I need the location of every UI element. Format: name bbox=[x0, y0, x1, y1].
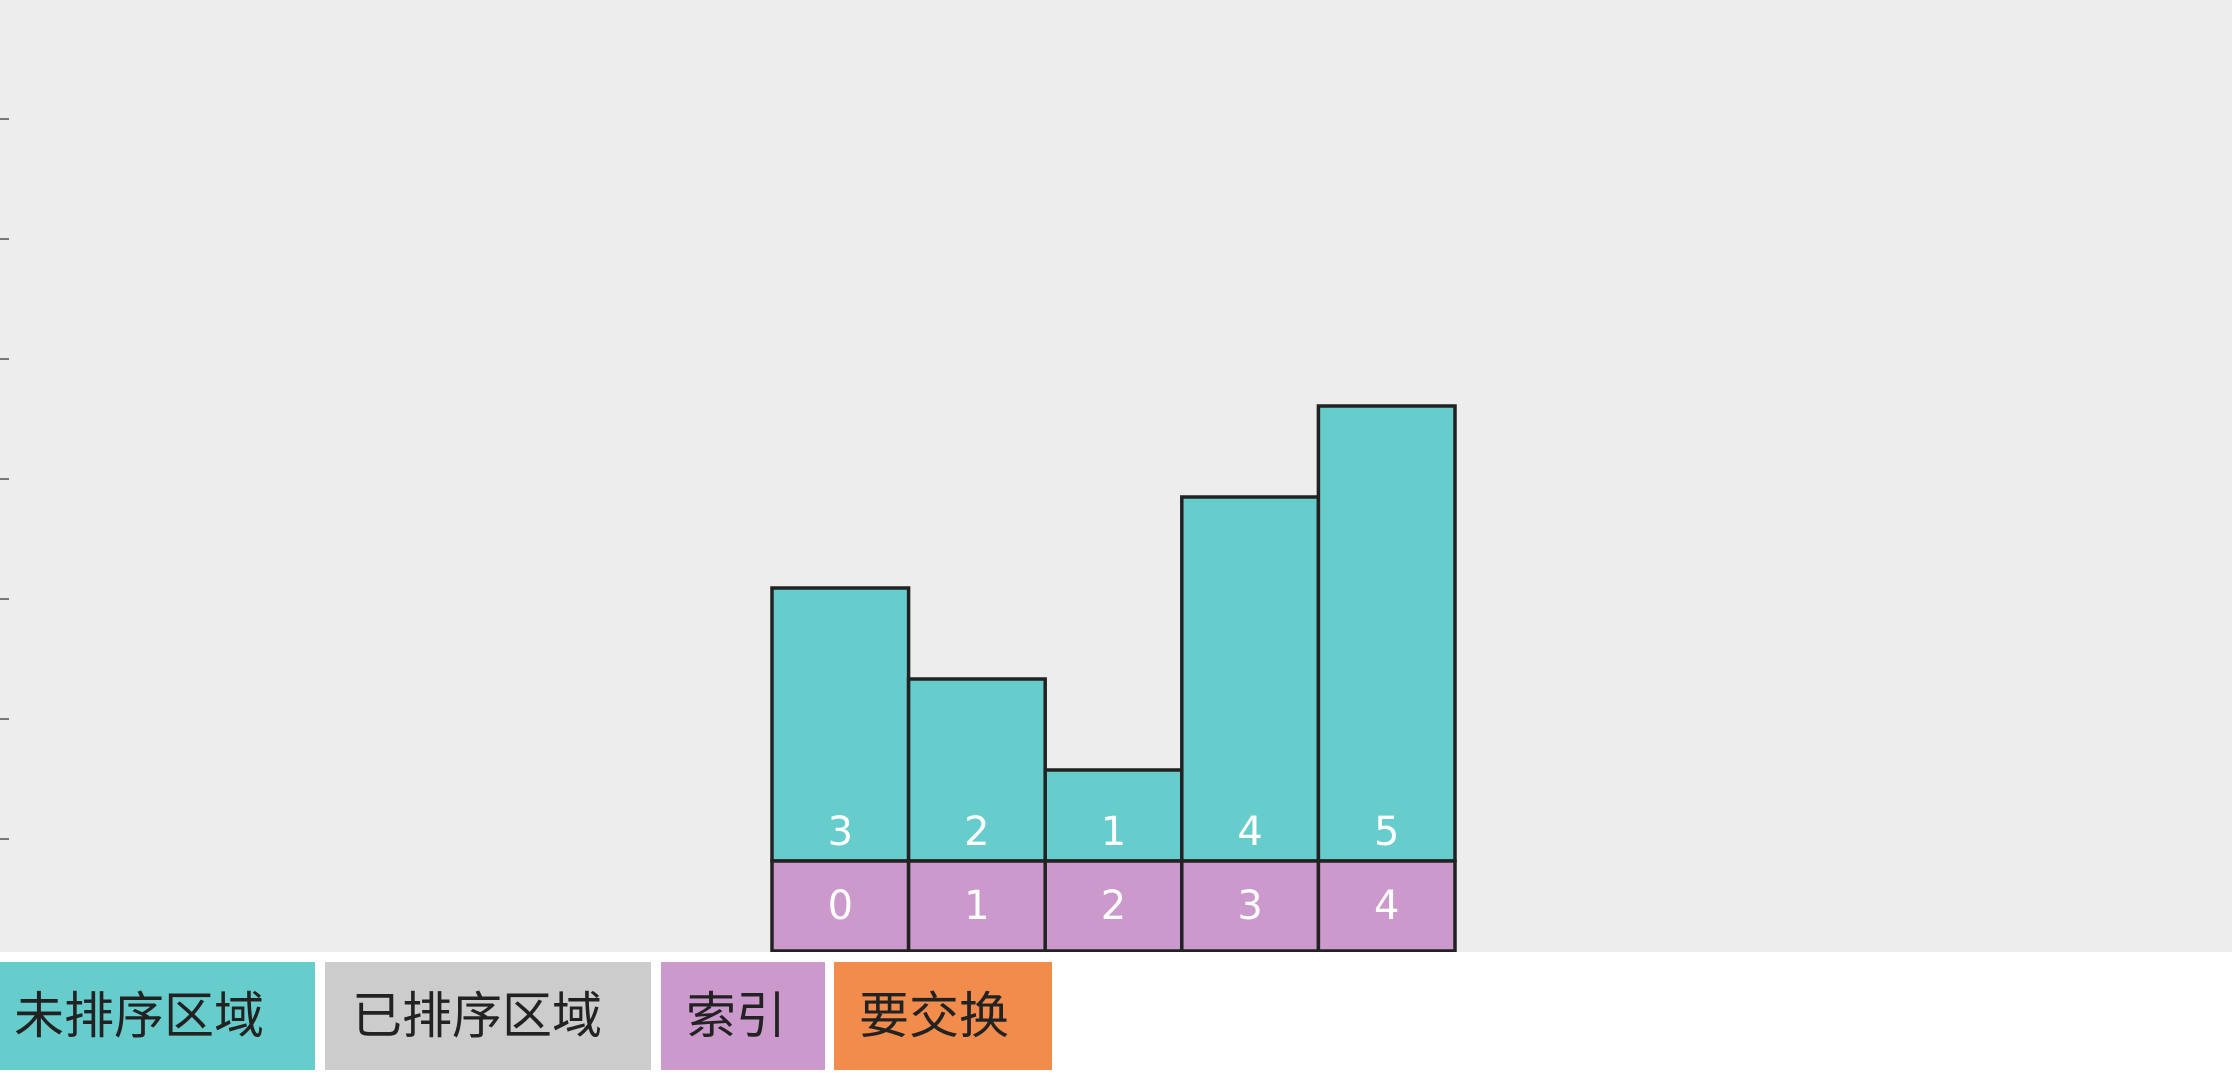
tick-mark bbox=[0, 238, 9, 240]
legend-sorted-region: 已排序区域 bbox=[325, 962, 651, 1070]
array-bar-chart: 3 0 2 1 1 2 4 3 5 4 bbox=[770, 404, 1457, 952]
legend-unsorted-region: 未排序区域 bbox=[0, 962, 315, 1070]
tick-mark bbox=[0, 718, 9, 720]
tick-mark bbox=[0, 838, 9, 840]
bar-value-label: 1 bbox=[1101, 809, 1126, 855]
bar-value-label: 4 bbox=[1237, 809, 1262, 855]
tick-mark bbox=[0, 118, 9, 120]
index-label: 2 bbox=[1101, 883, 1126, 929]
index-cell bbox=[1316, 859, 1457, 952]
bar bbox=[1180, 495, 1321, 863]
tick-mark bbox=[0, 358, 9, 360]
index-label: 0 bbox=[828, 883, 853, 929]
index-cell bbox=[906, 859, 1047, 952]
tick-mark bbox=[0, 598, 9, 600]
index-label: 3 bbox=[1237, 883, 1262, 929]
bar bbox=[906, 677, 1047, 863]
index-label: 1 bbox=[964, 883, 989, 929]
sorting-visualization-canvas: 3 0 2 1 1 2 4 3 5 4 bbox=[0, 0, 2232, 952]
legend-to-swap: 要交换 bbox=[834, 962, 1052, 1070]
tick-mark bbox=[0, 478, 9, 480]
bar bbox=[1316, 404, 1457, 863]
bar-value-label: 3 bbox=[828, 809, 853, 855]
bar bbox=[770, 586, 911, 863]
index-cell bbox=[1043, 859, 1184, 952]
bar-value-label: 5 bbox=[1374, 809, 1399, 855]
index-cell bbox=[1180, 859, 1321, 952]
index-label: 4 bbox=[1374, 883, 1399, 929]
legend-index: 索引 bbox=[661, 962, 825, 1070]
bar-value-label: 2 bbox=[964, 809, 989, 855]
